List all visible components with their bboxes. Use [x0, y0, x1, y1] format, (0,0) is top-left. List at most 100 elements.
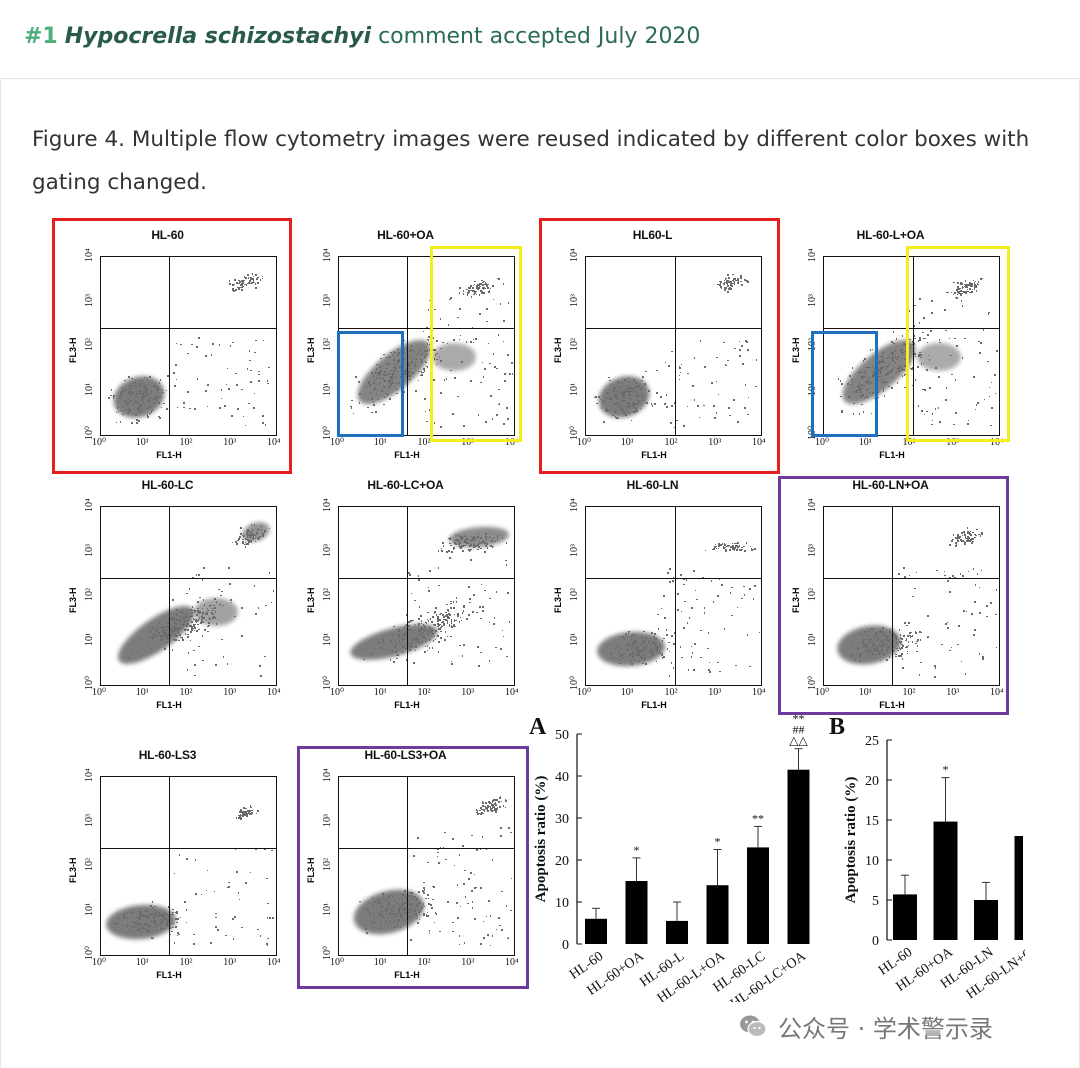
event-dot	[380, 907, 383, 910]
event-dot	[257, 282, 260, 284]
event-dot	[164, 912, 167, 915]
event-dot	[182, 625, 185, 628]
event-dot	[161, 919, 163, 921]
event-dot	[423, 630, 426, 633]
event-dot	[858, 382, 861, 385]
y-tick-label: 10²	[807, 338, 818, 351]
event-dot	[724, 281, 726, 284]
event-dot	[439, 318, 442, 320]
event-dot	[601, 400, 604, 403]
event-dot	[629, 388, 631, 390]
event-dot	[411, 897, 413, 900]
event-dot	[442, 614, 444, 616]
event-dot	[958, 537, 961, 539]
event-dot	[693, 669, 695, 671]
event-dot	[248, 812, 251, 815]
event-dot	[229, 583, 231, 585]
event-dot	[166, 922, 168, 924]
y-tick-label: 10⁰	[807, 425, 818, 440]
event-dot	[629, 386, 631, 389]
event-dot	[501, 537, 504, 539]
event-dot	[175, 364, 177, 366]
event-dot	[249, 537, 252, 540]
event-dot	[398, 905, 401, 908]
event-dot	[726, 544, 729, 547]
event-dot	[472, 535, 475, 538]
event-dot	[631, 403, 634, 406]
event-dot	[964, 280, 967, 282]
event-dot	[215, 623, 218, 625]
event-dot	[971, 540, 974, 543]
event-dot	[882, 634, 885, 636]
event-dot	[498, 797, 501, 799]
event-dot	[378, 642, 381, 644]
event-dot	[862, 410, 865, 413]
event-dot	[663, 595, 666, 598]
event-dot	[598, 396, 600, 398]
event-dot	[690, 656, 693, 658]
event-dot	[880, 361, 882, 364]
event-dot	[903, 635, 905, 637]
event-dot	[468, 614, 470, 616]
event-dot	[945, 399, 947, 401]
event-dot	[370, 914, 373, 917]
event-dot	[452, 600, 455, 603]
event-dot	[231, 415, 233, 417]
event-dot	[431, 621, 433, 623]
event-dot	[860, 387, 862, 390]
event-dot	[435, 912, 438, 915]
event-dot	[408, 365, 410, 367]
event-dot	[384, 897, 386, 900]
event-dot	[166, 924, 168, 926]
event-dot	[980, 569, 983, 572]
event-dot	[176, 921, 178, 924]
event-dot	[394, 639, 397, 642]
event-dot	[966, 537, 968, 540]
event-dot	[505, 407, 508, 409]
event-dot	[206, 612, 208, 614]
event-dot	[202, 611, 204, 614]
event-dot	[480, 290, 482, 292]
event-dot	[201, 618, 204, 620]
event-dot	[857, 385, 860, 387]
event-dot	[475, 287, 478, 290]
flow-panel: HL-60-LN+OA 10⁰ 10⁰ 10¹ 10¹ 10² 10² 10³ 10³ 10⁴ 10…	[783, 478, 1018, 724]
event-dot	[234, 848, 237, 851]
event-dot	[882, 640, 885, 643]
event-dot	[480, 617, 482, 620]
event-dot	[171, 930, 173, 933]
event-dot	[427, 339, 430, 342]
flow-panel-title: HL-60-LN	[626, 478, 679, 492]
event-dot	[246, 543, 249, 545]
event-dot	[385, 910, 388, 913]
event-dot	[458, 854, 461, 856]
event-dot	[745, 542, 748, 544]
event-dot	[238, 898, 241, 901]
event-dot	[482, 280, 485, 283]
event-dot	[470, 548, 473, 551]
event-dot	[139, 383, 141, 385]
event-dot	[635, 385, 637, 388]
event-dot	[401, 914, 403, 917]
event-dot	[723, 283, 725, 285]
species-name[interactable]: Hypocrella schizostachyi	[64, 24, 372, 49]
event-dot	[881, 360, 884, 362]
event-dot	[425, 914, 428, 916]
event-dot	[624, 391, 627, 393]
x-tick-label: 10⁴	[505, 957, 519, 968]
y-tick-label: 10¹	[322, 902, 333, 916]
event-dot	[612, 657, 615, 660]
event-dot	[418, 911, 420, 914]
event-dot	[482, 812, 484, 815]
event-dot	[507, 354, 509, 357]
event-dot	[193, 629, 196, 632]
event-dot	[891, 386, 893, 389]
event-dot	[994, 374, 996, 376]
y-tick-label: 10²	[84, 588, 95, 601]
event-dot	[400, 905, 403, 908]
event-dot	[215, 912, 217, 915]
event-dot	[636, 403, 638, 405]
event-dot	[703, 612, 706, 615]
event-dot	[967, 538, 970, 541]
event-dot	[161, 637, 164, 639]
